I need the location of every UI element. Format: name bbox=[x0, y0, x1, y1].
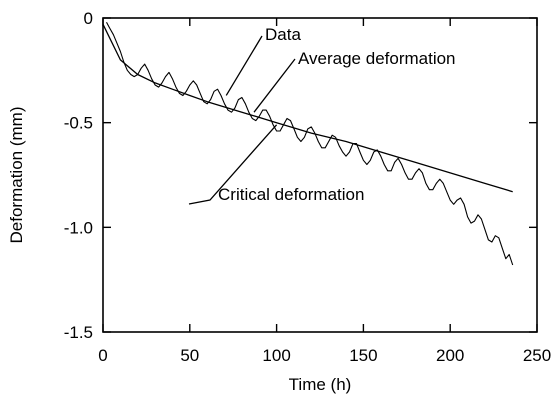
x-tick-label: 200 bbox=[436, 346, 464, 365]
series-layer bbox=[102, 21, 514, 266]
annotation-leader-line bbox=[188, 124, 278, 205]
y-tick-label: -0.5 bbox=[64, 114, 93, 133]
y-tick-label: -1.0 bbox=[64, 218, 93, 237]
x-tick-label: 100 bbox=[262, 346, 290, 365]
y-tick-label: -1.5 bbox=[64, 323, 93, 342]
tick-labels: 0 50 100 150 200 250 0 -0.5 -1.0 -1.5 bbox=[64, 9, 551, 365]
annotation-layer: Data Average deformation Critical deformat… bbox=[188, 25, 456, 205]
y-tick-label: 0 bbox=[84, 9, 93, 28]
x-axis-label: Time (h) bbox=[289, 375, 352, 394]
annotation-average: Average deformation bbox=[298, 49, 456, 68]
annotation-leader-line bbox=[253, 58, 296, 113]
x-tick-label: 250 bbox=[523, 346, 551, 365]
plot-area-border bbox=[102, 17, 538, 333]
annotation-data: Data bbox=[265, 25, 301, 44]
plot-frame bbox=[102, 17, 538, 333]
x-tick-label: 50 bbox=[180, 346, 199, 365]
annotation-critical: Critical deformation bbox=[218, 185, 364, 204]
x-tick-label: 150 bbox=[349, 346, 377, 365]
ticks bbox=[102, 17, 538, 333]
average-deformation-line bbox=[102, 24, 513, 193]
annotation-leader-line bbox=[225, 35, 263, 96]
x-tick-label: 0 bbox=[98, 346, 107, 365]
y-axis-label: Deformation (mm) bbox=[7, 107, 26, 244]
data-series-line bbox=[106, 21, 514, 266]
